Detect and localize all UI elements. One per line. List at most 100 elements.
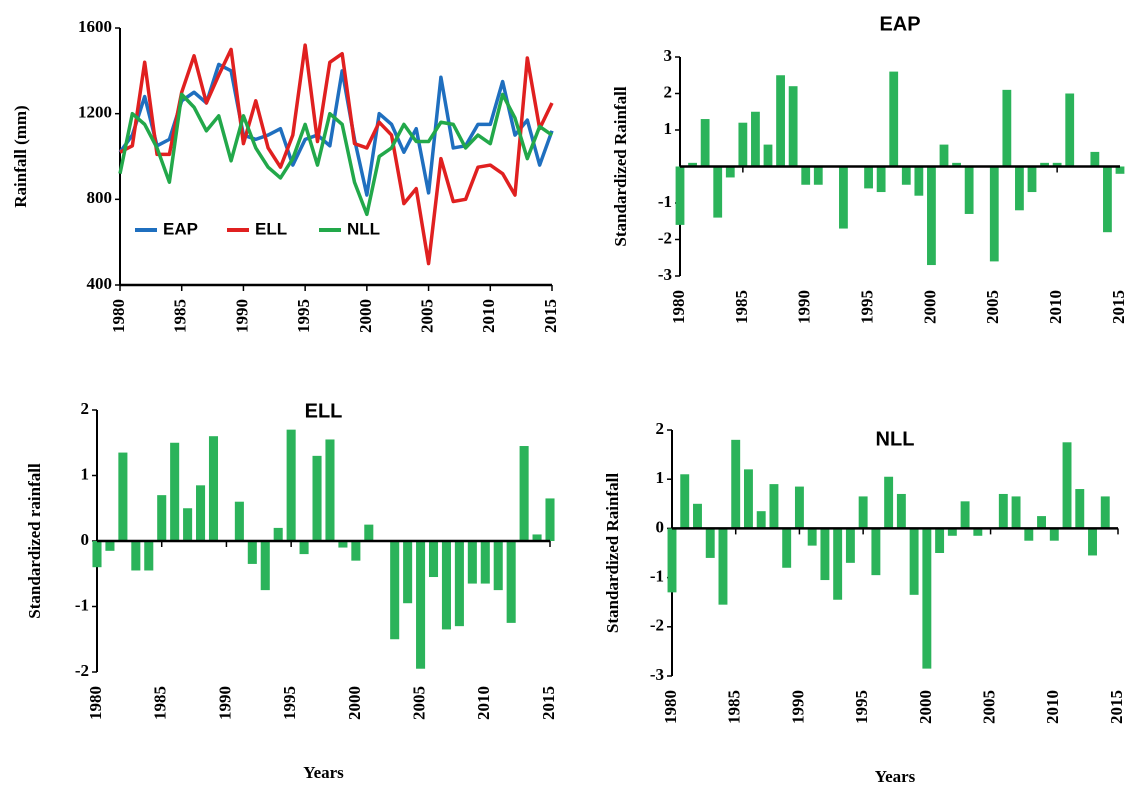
y-tick-label: 2: [656, 419, 665, 438]
bar: [1052, 162, 1062, 167]
x-tick-label: 1980: [86, 686, 105, 720]
bar: [1002, 89, 1012, 167]
line-series: [119, 43, 554, 266]
bar: [964, 166, 974, 214]
bar: [751, 111, 760, 167]
bar: [1011, 496, 1021, 529]
bar: [884, 476, 894, 529]
bar: [467, 541, 477, 584]
bar: [871, 528, 881, 576]
y-tick-label: -3: [658, 265, 672, 284]
bar: [338, 541, 348, 548]
bar: [260, 541, 270, 591]
bar: [688, 162, 697, 167]
bar: [1027, 166, 1037, 193]
bar: [532, 534, 542, 541]
bar: [1088, 528, 1097, 556]
bar: [1115, 166, 1125, 174]
x-tick-label: 2015: [539, 686, 558, 720]
x-tick-label: 2015: [1109, 290, 1128, 324]
x-tick-label: 2000: [916, 690, 935, 724]
x-tick-label: 1980: [661, 690, 680, 724]
bar: [183, 508, 193, 541]
y-tick-label: -3: [650, 665, 664, 684]
bar: [157, 495, 167, 541]
bar: [763, 144, 773, 167]
bar: [858, 496, 868, 529]
bar: [403, 541, 413, 604]
chart-title: EAP: [879, 13, 920, 35]
x-tick-label: 1990: [795, 290, 814, 324]
y-tick-label: -2: [650, 616, 664, 635]
x-tick-label: 2000: [920, 290, 939, 324]
bar: [247, 541, 257, 564]
bar: [833, 528, 843, 600]
bar: [1037, 516, 1047, 529]
bar: [960, 501, 970, 529]
bar: [989, 166, 999, 262]
y-axis-label: Standardized rainfall: [25, 463, 44, 619]
bar: [506, 541, 516, 623]
bar: [738, 122, 748, 167]
x-tick-label: 1980: [669, 290, 688, 324]
bar: [105, 541, 115, 551]
x-tick-label: 2010: [474, 686, 493, 720]
y-tick-label: 400: [87, 274, 113, 293]
x-tick-label: 1990: [788, 690, 807, 724]
bar: [756, 511, 766, 529]
y-tick-label: 1: [81, 464, 90, 483]
x-axis-label: Years: [875, 767, 916, 786]
y-tick-label: -2: [658, 228, 672, 247]
bar: [939, 144, 949, 167]
bar: [545, 498, 555, 541]
bar: [1024, 528, 1034, 541]
x-tick-label: 2005: [983, 290, 1002, 324]
bar: [1103, 166, 1112, 233]
bar: [493, 541, 503, 591]
chart-title: NLL: [876, 428, 915, 450]
y-tick-label: -1: [75, 595, 89, 614]
bar: [519, 446, 529, 541]
bar: [1049, 528, 1059, 541]
bar: [351, 541, 361, 561]
bar: [441, 541, 451, 630]
bar: [705, 528, 715, 558]
bar: [428, 541, 439, 578]
y-tick-label: 2: [664, 82, 673, 101]
bar: [286, 429, 296, 541]
bar: [1090, 151, 1100, 167]
bar: [700, 119, 710, 167]
y-axis-label: Standardized Rainfall: [603, 473, 622, 633]
bar: [144, 541, 154, 571]
bar: [718, 528, 728, 605]
x-tick-label: 2005: [417, 299, 436, 333]
x-tick-label: 2005: [979, 690, 998, 724]
x-tick-label: 2015: [1107, 690, 1126, 724]
x-tick-label: 1985: [725, 690, 744, 724]
bar: [901, 166, 911, 185]
bar: [118, 452, 128, 541]
chart-title: ELL: [305, 400, 343, 422]
bar: [675, 166, 685, 225]
bar: [713, 166, 723, 218]
y-tick-label: 3: [664, 46, 673, 65]
bar: [325, 439, 335, 541]
x-tick-label: 2010: [1046, 290, 1065, 324]
bar: [743, 469, 753, 529]
y-tick-label: 1600: [78, 17, 112, 36]
bar: [667, 528, 677, 593]
x-tick-label: 1990: [215, 686, 234, 720]
y-tick-label: 1: [656, 468, 665, 487]
bar: [876, 166, 886, 193]
bar: [909, 528, 919, 595]
y-axis-label: Standardized Rainfall: [611, 86, 630, 246]
bar: [92, 541, 102, 568]
x-tick-label: 1980: [109, 299, 128, 333]
y-tick-label: 0: [81, 530, 90, 549]
y-tick-label: -2: [75, 661, 89, 680]
bar: [952, 162, 961, 167]
bar: [839, 166, 848, 229]
y-tick-label: 1: [664, 119, 673, 138]
bar: [208, 436, 219, 541]
bar: [416, 541, 426, 669]
